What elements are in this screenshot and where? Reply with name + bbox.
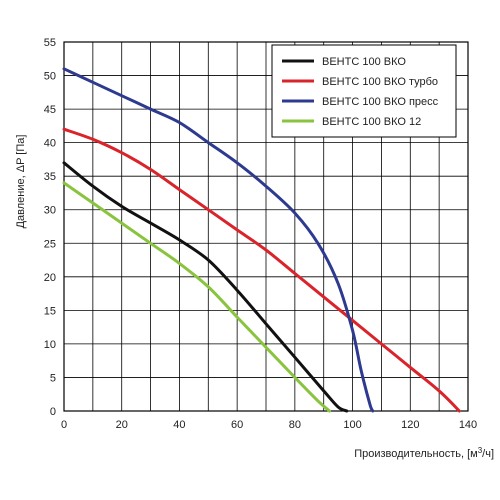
y-tick-label: 10 [44, 339, 56, 351]
x-tick-label: 100 [343, 419, 361, 431]
y-tick-label: 20 [44, 272, 56, 284]
x-tick-label: 0 [61, 419, 67, 431]
y-tick-label: 35 [44, 171, 56, 183]
x-tick-label: 60 [231, 419, 243, 431]
legend-label-1: ВЕНТС 100 ВКО [322, 56, 406, 68]
y-tick-label: 25 [44, 238, 56, 250]
y-tick-label: 5 [50, 372, 56, 384]
x-axis-label: Производительность, [м3/ч] [354, 446, 494, 460]
legend: ВЕНТС 100 ВКО ВЕНТС 100 ВКО турбо ВЕНТС 10… [271, 44, 457, 138]
y-axis-label: Давление, ΔP [Па] [15, 135, 27, 229]
y-tick-label: 45 [44, 104, 56, 116]
y-tick-label: 0 [50, 406, 56, 418]
legend-label-3: ВЕНТС 100 ВКО пресс [322, 96, 439, 108]
y-tick-label: 40 [44, 138, 56, 150]
x-tick-label: 40 [173, 419, 185, 431]
legend-label-4: ВЕНТС 100 ВКО 12 [322, 116, 421, 128]
y-tick-label: 55 [44, 37, 56, 49]
y-tick-label: 15 [44, 305, 56, 317]
x-tick-label: 80 [289, 419, 301, 431]
series-line-4 [62, 181, 331, 413]
y-tick-labels: 0 5 10 15 20 25 30 35 40 45 50 55 [44, 37, 56, 418]
y-tick-label: 50 [44, 71, 56, 83]
x-tick-label: 20 [116, 419, 128, 431]
series-layer [62, 67, 461, 413]
x-tick-label: 120 [401, 419, 419, 431]
plot-area-frame [63, 41, 469, 412]
series-line-2 [62, 127, 461, 413]
series-line-1 [62, 161, 349, 413]
legend-label-2: ВЕНТС 100 ВКО турбо [322, 76, 438, 88]
x-tick-labels: 0 20 40 60 80 100 120 140 [61, 419, 477, 431]
x-tick-label: 140 [459, 419, 477, 431]
y-tick-label: 30 [44, 205, 56, 217]
series-line-3 [62, 67, 375, 413]
